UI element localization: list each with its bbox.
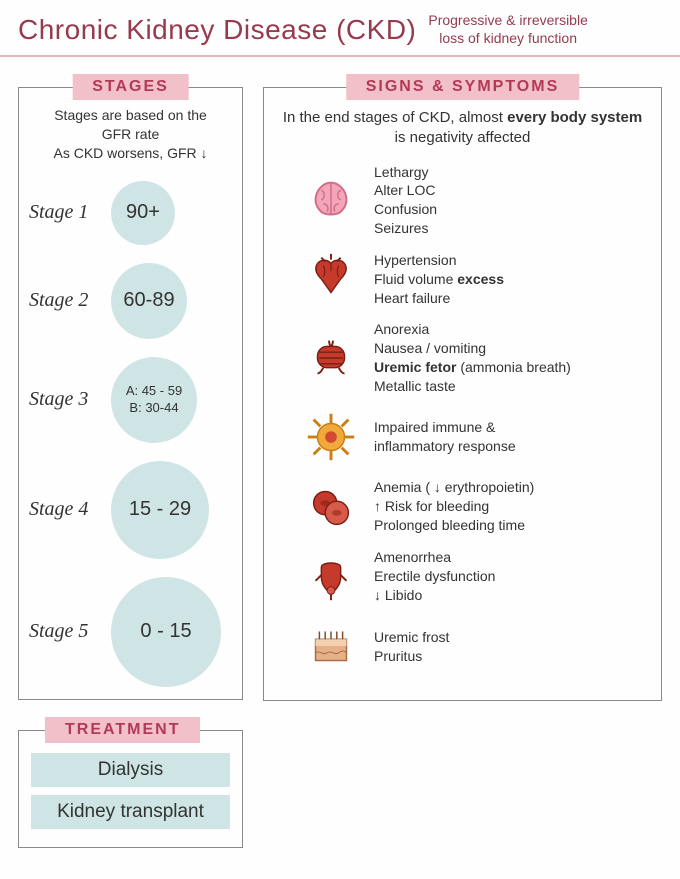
stage-row: Stage 1 90+	[29, 181, 232, 245]
stage-label: Stage 5	[29, 620, 101, 643]
treatment-item: Kidney transplant	[31, 795, 230, 829]
stage-list: Stage 1 90+ Stage 2 60-89 Stage 3 A: 45 - 59B…	[29, 181, 232, 687]
columns: STAGES Stages are based on the GFR rate …	[0, 57, 680, 848]
symptom-row: AmenorrheaErectile dysfunction↓ Libido	[302, 548, 651, 606]
brain-icon	[302, 171, 360, 229]
symptom-row: Impaired immune &inflammatory response	[302, 408, 651, 466]
title-bar: Chronic Kidney Disease (CKD) Progressive…	[0, 0, 680, 57]
page-subtitle: Progressive & irreversible loss of kidne…	[428, 12, 588, 47]
immune-icon	[302, 408, 360, 466]
symptom-text: HypertensionFluid volume excessHeart fai…	[374, 251, 504, 308]
symptom-text: LethargyAlter LOCConfusionSeizures	[374, 163, 437, 239]
signs-intro: In the end stages of CKD, almost every b…	[282, 108, 643, 149]
treatment-list: Dialysis Kidney transplant	[29, 753, 232, 829]
symptom-row: Uremic frostPruritus	[302, 618, 651, 676]
symptom-text: AmenorrheaErectile dysfunction↓ Libido	[374, 548, 495, 605]
stage-row: Stage 4 15 - 29	[29, 461, 232, 559]
treatment-item: Dialysis	[31, 753, 230, 787]
stages-heading: STAGES	[72, 74, 189, 100]
left-column: STAGES Stages are based on the GFR rate …	[18, 71, 243, 848]
stage-row: Stage 5 0 - 15	[29, 577, 232, 687]
stage-row: Stage 2 60-89	[29, 263, 232, 339]
symptom-text: AnorexiaNausea / vomitingUremic fetor (a…	[374, 320, 571, 396]
repro-icon	[302, 548, 360, 606]
treatment-heading: TREATMENT	[45, 717, 200, 743]
symptom-row: Anemia ( ↓ erythropoietin)↑ Risk for ble…	[302, 478, 651, 536]
symptom-text: Impaired immune &inflammatory response	[374, 418, 516, 456]
systems-list: LethargyAlter LOCConfusionSeizures Hypert…	[274, 163, 651, 676]
stage-value: 15 - 29	[111, 461, 209, 559]
stage-value: 0 - 15	[111, 577, 221, 687]
page-title: Chronic Kidney Disease (CKD)	[18, 14, 416, 46]
stage-value: A: 45 - 59B: 30-44	[111, 357, 197, 443]
stages-intro: Stages are based on the GFR rate As CKD …	[29, 106, 232, 163]
right-column: SIGNS & SYMPTOMS In the end stages of CK…	[263, 71, 662, 848]
symptom-row: AnorexiaNausea / vomitingUremic fetor (a…	[302, 320, 651, 396]
stage-value: 90+	[111, 181, 175, 245]
stage-label: Stage 2	[29, 289, 101, 312]
signs-heading: SIGNS & SYMPTOMS	[346, 74, 580, 100]
signs-panel: SIGNS & SYMPTOMS In the end stages of CK…	[263, 87, 662, 701]
symptom-text: Uremic frostPruritus	[374, 628, 449, 666]
skin-icon	[302, 618, 360, 676]
stage-row: Stage 3 A: 45 - 59B: 30-44	[29, 357, 232, 443]
stage-label: Stage 3	[29, 388, 101, 411]
symptom-row: LethargyAlter LOCConfusionSeizures	[302, 163, 651, 239]
treatment-panel: TREATMENT DialysisKidney transplant	[18, 730, 243, 848]
stage-label: Stage 4	[29, 498, 101, 521]
symptom-row: HypertensionFluid volume excessHeart fai…	[302, 250, 651, 308]
stage-value: 60-89	[111, 263, 187, 339]
symptom-text: Anemia ( ↓ erythropoietin)↑ Risk for ble…	[374, 478, 534, 535]
gi-icon	[302, 329, 360, 387]
stages-panel: STAGES Stages are based on the GFR rate …	[18, 87, 243, 700]
heart-icon	[302, 250, 360, 308]
blood-icon	[302, 478, 360, 536]
stage-label: Stage 1	[29, 201, 101, 224]
